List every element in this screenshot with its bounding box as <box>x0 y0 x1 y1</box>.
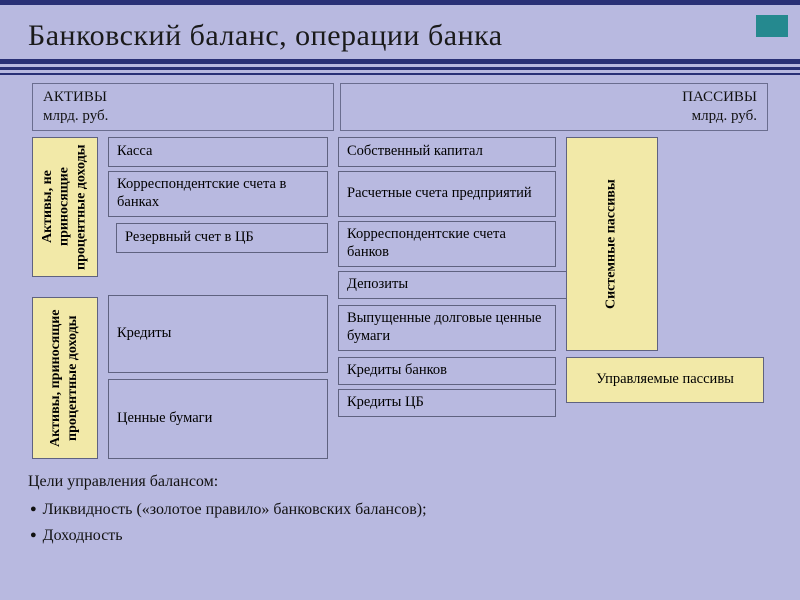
title-underline <box>0 59 800 75</box>
assets-category-non-interest: Активы, не приносящие процентные доходы <box>32 137 98 277</box>
assets-header: АКТИВЫ млрд. руб. <box>32 83 334 131</box>
liability-bank-loans: Кредиты банков <box>338 357 556 385</box>
balance-headers: АКТИВЫ млрд. руб. ПАССИВЫ млрд. руб. <box>32 83 768 131</box>
title-bar: Банковский баланс, операции банка <box>0 17 800 57</box>
liability-equity: Собственный капитал <box>338 137 556 167</box>
assets-title: АКТИВЫ <box>43 88 323 107</box>
liabilities-category-managed: Управляемые пассивы <box>566 357 764 403</box>
top-border <box>0 0 800 5</box>
footer: Цели управления балансом: Ликвидность («… <box>28 473 772 545</box>
asset-corr-accounts: Корреспондентские счета в банках <box>108 171 328 217</box>
goals-label: Цели управления балансом: <box>28 473 772 491</box>
balance-sheet: АКТИВЫ млрд. руб. ПАССИВЫ млрд. руб. Акт… <box>32 83 768 459</box>
asset-securities: Ценные бумаги <box>108 379 328 459</box>
balance-grid: Активы, не приносящие процентные доходы … <box>32 137 768 459</box>
goal-liquidity: Ликвидность («золотое правило» банковски… <box>30 501 772 519</box>
goal-profitability: Доходность <box>30 527 772 545</box>
asset-loans: Кредиты <box>108 295 328 373</box>
goals-list: Ликвидность («золотое правило» банковски… <box>28 501 772 545</box>
page-title: Банковский баланс, операции банка <box>28 19 772 53</box>
liability-corr-banks: Корреспондентские счета банков <box>338 221 556 267</box>
liability-settlement: Расчетные счета предприятий <box>338 171 556 217</box>
liabilities-unit: млрд. руб. <box>351 107 757 126</box>
assets-category-interest: Активы, приносящие процентные доходы <box>32 297 98 459</box>
liability-deposits: Депозиты <box>338 271 574 299</box>
liabilities-category-systemic: Системные пассивы <box>566 137 658 351</box>
asset-cb-reserve: Резервный счет в ЦБ <box>116 223 328 253</box>
corner-accent <box>756 15 788 37</box>
liability-cb-loans: Кредиты ЦБ <box>338 389 556 417</box>
assets-unit: млрд. руб. <box>43 107 323 126</box>
asset-cash: Касса <box>108 137 328 167</box>
liabilities-header: ПАССИВЫ млрд. руб. <box>340 83 768 131</box>
liability-debt-securities: Выпущенные долговые ценные бумаги <box>338 305 556 351</box>
liabilities-title: ПАССИВЫ <box>351 88 757 107</box>
